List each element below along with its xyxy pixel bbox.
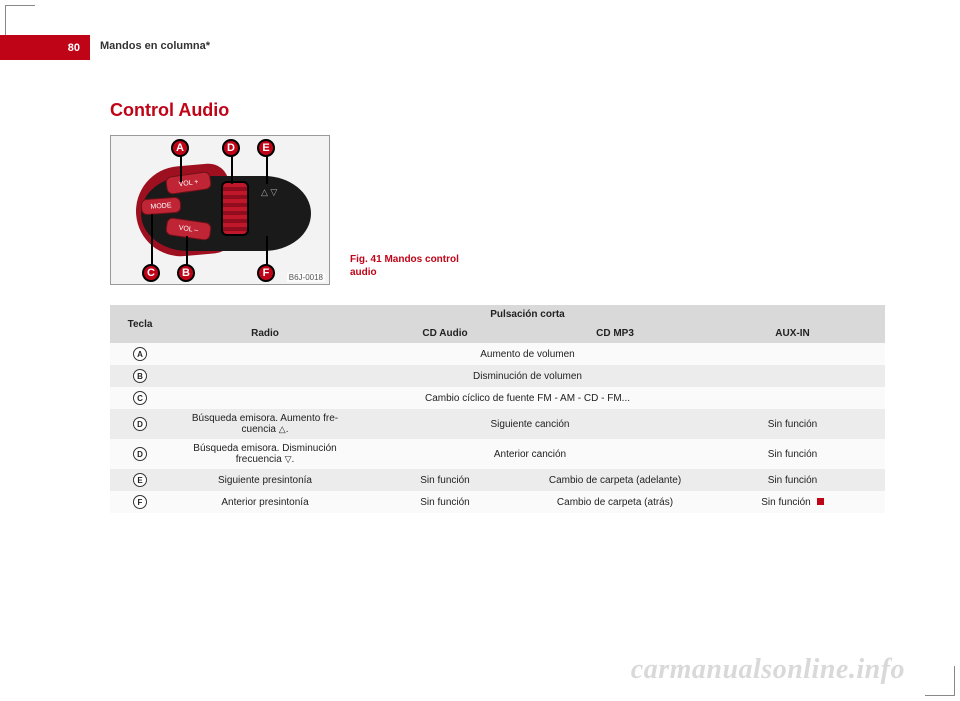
figure-caption: Fig. 41 Mandos control audio — [350, 253, 459, 285]
figure-illustration: VOL + MODE VOL – △ ▽ A D E C B F B6J-001… — [110, 135, 330, 285]
cell-radio: Anterior presintonía — [170, 491, 360, 513]
table-row: A Aumento de volumen — [110, 343, 885, 365]
table-row: B Disminución de volumen — [110, 365, 885, 387]
key-circle-icon: F — [133, 495, 147, 509]
th-radio: Radio — [170, 324, 360, 343]
cell-cdaudio: Sin función — [360, 491, 530, 513]
callout-A: A — [171, 139, 189, 157]
th-cdaudio: CD Audio — [360, 324, 530, 343]
text: Búsqueda emisora. Disminución — [193, 443, 336, 454]
cell-key: F — [110, 491, 170, 513]
figure-id: B6J-0018 — [287, 273, 325, 282]
crop-mark-br — [925, 666, 955, 696]
lead-line — [180, 154, 182, 182]
callout-B: B — [177, 264, 195, 282]
key-circle-icon: E — [133, 473, 147, 487]
key-circle-icon: D — [133, 417, 147, 431]
cell-aux: Sin función — [700, 469, 885, 491]
cell-key: D — [110, 409, 170, 439]
side-arrows-icon: △ ▽ — [261, 186, 277, 198]
text: frecuencia — [236, 454, 285, 465]
cell-cdmp3: Cambio de carpeta (atrás) — [530, 491, 700, 513]
figure-caption-line1: Fig. 41 Mandos control — [350, 254, 459, 265]
table-head-row1: Tecla Pulsación corta — [110, 305, 885, 324]
cell-key: B — [110, 365, 170, 387]
figure-row: VOL + MODE VOL – △ ▽ A D E C B F B6J-001… — [110, 135, 885, 285]
key-circle-icon: C — [133, 391, 147, 405]
callout-C: C — [142, 264, 160, 282]
key-circle-icon: D — [133, 447, 147, 461]
cell-cdmp3: Cambio de carpeta (adelante) — [530, 469, 700, 491]
cell-key: D — [110, 439, 170, 469]
key-circle-icon: A — [133, 347, 147, 361]
figure-caption-line2: audio — [350, 267, 377, 278]
text: Sin función — [761, 497, 810, 508]
cell-key: E — [110, 469, 170, 491]
function-table: Tecla Pulsación corta Radio CD Audio CD … — [110, 305, 885, 513]
lead-line — [266, 154, 268, 184]
cell-radio: Siguiente presintonía — [170, 469, 360, 491]
page-content: Control Audio VOL + MODE VOL – △ ▽ A D E… — [110, 100, 885, 513]
table-row: D Búsqueda emisora. Aumento fre- cuencia… — [110, 409, 885, 439]
table-row: E Siguiente presintonía Sin función Camb… — [110, 469, 885, 491]
mode-button: MODE — [140, 197, 181, 216]
cell-key: A — [110, 343, 170, 365]
table-row: F Anterior presintonía Sin función Cambi… — [110, 491, 885, 513]
table-row: C Cambio cíclico de fuente FM - AM - CD … — [110, 387, 885, 409]
cell-mid: Anterior canción — [360, 439, 700, 469]
callout-E: E — [257, 139, 275, 157]
callout-D: D — [222, 139, 240, 157]
watermark: carmanualsonline.info — [631, 654, 905, 686]
cell-mid: Siguiente canción — [360, 409, 700, 439]
cell-radio: Búsqueda emisora. Aumento fre- cuencia . — [170, 409, 360, 439]
cell-aux: Sin función — [700, 409, 885, 439]
key-circle-icon: B — [133, 369, 147, 383]
text: cuencia — [242, 424, 279, 435]
crop-mark-tl — [5, 5, 35, 35]
th-tecla: Tecla — [110, 305, 170, 343]
cell-aux: Sin función — [700, 439, 885, 469]
end-square-icon — [817, 498, 824, 505]
cell-span: Aumento de volumen — [170, 343, 885, 365]
callout-F: F — [257, 264, 275, 282]
triangle-up-icon — [279, 424, 286, 435]
page-number-tab: 80 — [0, 35, 90, 60]
text: Búsqueda emisora. Aumento fre- — [192, 413, 338, 424]
cell-cdaudio: Sin función — [360, 469, 530, 491]
th-cdmp3: CD MP3 — [530, 324, 700, 343]
cell-radio: Búsqueda emisora. Disminución frecuencia… — [170, 439, 360, 469]
scroll-wheel — [221, 181, 249, 236]
table-row: D Búsqueda emisora. Disminución frecuenc… — [110, 439, 885, 469]
cell-span: Cambio cíclico de fuente FM - AM - CD - … — [170, 387, 885, 409]
lead-line — [231, 154, 233, 184]
th-auxin: AUX-IN — [700, 324, 885, 343]
triangle-down-icon — [285, 454, 292, 465]
lead-line — [151, 214, 153, 269]
cell-key: C — [110, 387, 170, 409]
table-head-row2: Radio CD Audio CD MP3 AUX-IN — [110, 324, 885, 343]
th-pulsacion: Pulsación corta — [170, 305, 885, 324]
running-header: Mandos en columna* — [100, 40, 210, 52]
cell-span: Disminución de volumen — [170, 365, 885, 387]
section-title: Control Audio — [110, 100, 885, 121]
cell-aux: Sin función — [700, 491, 885, 513]
